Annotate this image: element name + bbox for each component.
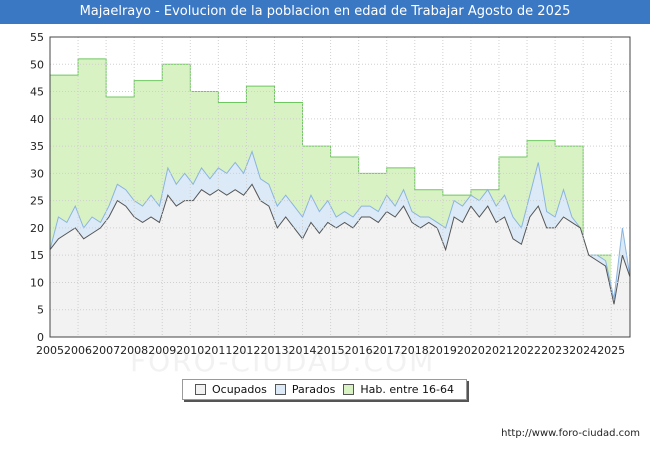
chart-title: Majaelrayo - Evolucion de la poblacion e… — [79, 4, 571, 19]
title-bar: Majaelrayo - Evolucion de la poblacion e… — [0, 0, 650, 24]
y-tick-label-10: 10 — [30, 276, 44, 289]
x-tick-label-2013: 2013 — [260, 344, 288, 357]
y-tick-label-55: 55 — [30, 31, 44, 44]
x-tick-label-2023: 2023 — [541, 344, 569, 357]
legend-label-ocupados: Ocupados — [211, 383, 267, 396]
y-tick-label-35: 35 — [30, 140, 44, 153]
x-tick-label-2022: 2022 — [513, 344, 541, 357]
x-tick-label-2011: 2011 — [204, 344, 232, 357]
legend-item-hab: Hab. entre 16-64 — [343, 383, 454, 396]
y-tick-label-5: 5 — [37, 304, 44, 317]
x-tick-label-2006: 2006 — [64, 344, 92, 357]
x-tick-label-2025: 2025 — [597, 344, 625, 357]
legend-swatch-hab — [343, 384, 355, 395]
plot-border — [49, 36, 631, 338]
y-tick-label-15: 15 — [30, 249, 44, 262]
x-tick-label-2007: 2007 — [92, 344, 120, 357]
y-tick-label-20: 20 — [30, 222, 44, 235]
x-tick-label-2012: 2012 — [232, 344, 260, 357]
x-tick-label-2014: 2014 — [289, 344, 317, 357]
x-tick-label-2021: 2021 — [485, 344, 513, 357]
series-ocupados-line — [49, 183, 631, 305]
y-tick-label-40: 40 — [30, 113, 44, 126]
x-tick-label-2005: 2005 — [36, 344, 64, 357]
watermark: FORO-CIUDAD.COM — [130, 345, 436, 378]
x-tick-label-2010: 2010 — [176, 344, 204, 357]
legend-label-hab: Hab. entre 16-64 — [360, 383, 454, 396]
x-tick-label-2020: 2020 — [457, 344, 485, 357]
x-tick-label-2016: 2016 — [345, 344, 373, 357]
x-tick-label-2019: 2019 — [429, 344, 457, 357]
x-tick-label-2018: 2018 — [401, 344, 429, 357]
legend-swatch-ocupados — [194, 384, 206, 395]
y-tick-label-30: 30 — [30, 167, 44, 180]
legend-item-parados: Parados — [274, 383, 336, 396]
legend-swatch-parados — [274, 384, 286, 395]
legend-label-parados: Parados — [291, 383, 336, 396]
series-ocupados-area — [50, 184, 630, 337]
x-tick-label-2009: 2009 — [148, 344, 176, 357]
source-url: http://www.foro-ciudad.com — [501, 428, 640, 439]
x-tick-label-2015: 2015 — [317, 344, 345, 357]
legend: Ocupados Parados Hab. entre 16-64 — [182, 379, 467, 400]
x-tick-label-2008: 2008 — [120, 344, 148, 357]
y-tick-label-50: 50 — [30, 58, 44, 71]
y-tick-label-25: 25 — [30, 195, 44, 208]
x-tick-label-2017: 2017 — [373, 344, 401, 357]
y-tick-label-45: 45 — [30, 86, 44, 99]
y-tick-label-0: 0 — [37, 331, 44, 344]
legend-item-ocupados: Ocupados — [194, 383, 267, 396]
x-tick-label-2024: 2024 — [569, 344, 597, 357]
